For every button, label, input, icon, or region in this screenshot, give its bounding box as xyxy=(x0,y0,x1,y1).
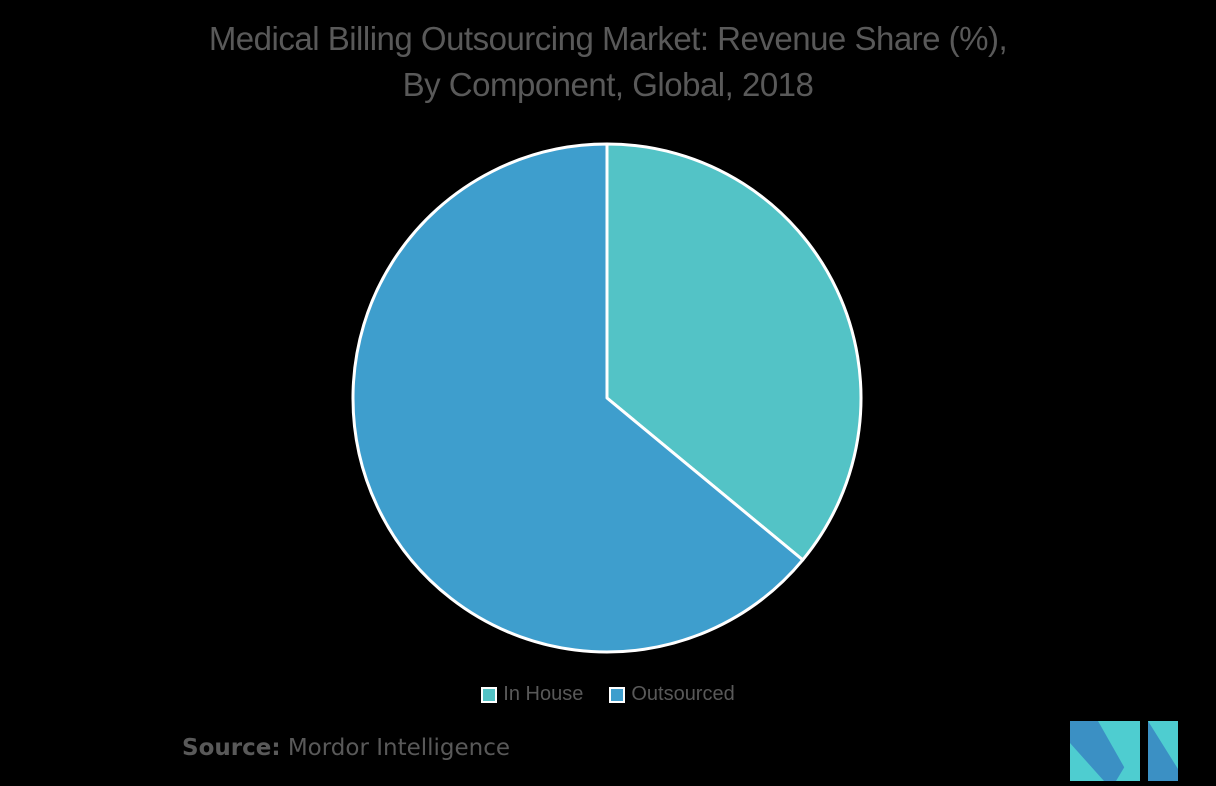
chart-title: Medical Billing Outsourcing Market: Reve… xyxy=(0,16,1216,108)
source-label: Source: xyxy=(182,735,281,761)
legend-label-in-house: In House xyxy=(503,683,584,705)
legend-swatch-outsourced xyxy=(609,686,626,703)
chart-title-line2: By Component, Global, 2018 xyxy=(402,66,814,103)
source-note: Source: Mordor Intelligence xyxy=(182,735,510,761)
mordor-intelligence-logo-icon xyxy=(1070,721,1178,781)
chart-title-line1: Medical Billing Outsourcing Market: Reve… xyxy=(208,20,1008,57)
pie-slice-outsourced xyxy=(351,142,805,654)
chart-legend: In House Outsourced xyxy=(0,683,1216,706)
legend-item-outsourced: Outsourced xyxy=(609,683,735,706)
legend-label-outsourced: Outsourced xyxy=(631,683,735,705)
legend-swatch-in-house xyxy=(481,686,498,703)
pie-slice-in-house xyxy=(605,142,863,562)
legend-item-in-house: In House xyxy=(481,683,583,706)
source-value: Mordor Intelligence xyxy=(287,735,511,761)
